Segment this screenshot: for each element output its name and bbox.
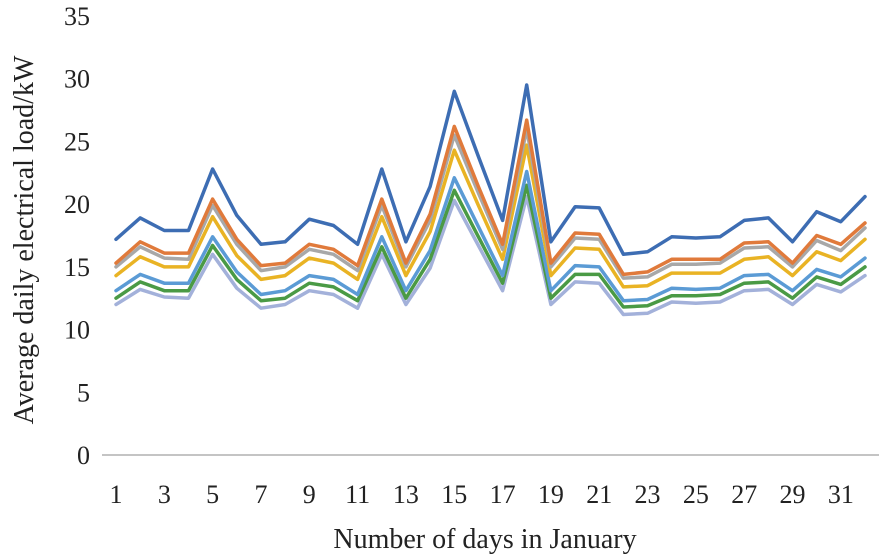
y-tick-label: 35 (64, 2, 90, 31)
x-tick-labels: 1 3 5 7 9 11 13 15 17 19 21 23 25 27 29 31 (110, 480, 854, 509)
x-tick-label: 13 (393, 480, 419, 509)
y-tick-label: 20 (64, 190, 90, 219)
x-tick-label: 27 (731, 480, 757, 509)
x-tick-label: 7 (254, 480, 267, 509)
y-tick-label: 5 (77, 378, 90, 407)
y-tick-label: 0 (77, 441, 90, 470)
series-line-1 (114, 83, 867, 257)
x-tick-label: 23 (635, 480, 661, 509)
series-group (114, 83, 867, 317)
x-tick-label: 21 (586, 480, 612, 509)
y-axis-title: Average daily electrical load/kW (9, 55, 40, 424)
series-line-2 (114, 118, 867, 277)
y-tick-label: 25 (64, 127, 90, 156)
x-tick-label: 29 (780, 480, 806, 509)
x-tick-label: 3 (158, 480, 171, 509)
y-tick-label: 15 (64, 253, 90, 282)
x-tick-label: 1 (110, 480, 123, 509)
y-tick-label: 10 (64, 316, 90, 345)
x-tick-label: 9 (303, 480, 316, 509)
y-tick-label: 30 (64, 65, 90, 94)
x-tick-label: 31 (828, 480, 854, 509)
series-line-6 (114, 183, 867, 309)
x-tick-label: 11 (345, 480, 370, 509)
x-tick-label: 25 (683, 480, 709, 509)
series-line-7 (114, 194, 867, 317)
series-line-5 (114, 169, 867, 303)
x-tick-label: 15 (441, 480, 467, 509)
x-tick-label: 5 (206, 480, 219, 509)
x-tick-label: 19 (538, 480, 564, 509)
y-tick-labels: 0 5 10 15 20 25 30 35 (64, 2, 90, 470)
series-line-4 (114, 143, 867, 289)
x-axis-title: Number of days in January (333, 524, 636, 555)
series-line-3 (114, 127, 867, 280)
x-tick-label: 17 (490, 480, 516, 509)
